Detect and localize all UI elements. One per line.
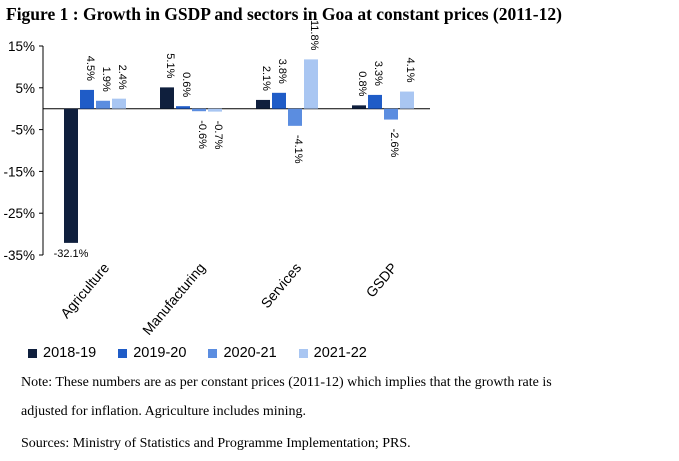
category-label-manufacturing: Manufacturing xyxy=(139,260,208,338)
data-label: 0.8% xyxy=(356,71,368,96)
legend-item-2021-22: 2021-22 xyxy=(298,345,367,361)
bar-2021-22-gsdp xyxy=(400,91,414,109)
legend-swatch xyxy=(298,348,308,358)
bar-2021-22-agriculture xyxy=(112,98,126,109)
bar-2018-19-services xyxy=(256,99,270,109)
sources-line: Sources: Ministry of Statistics and Prog… xyxy=(21,436,411,451)
data-label: 0.6% xyxy=(180,72,192,97)
data-label: -32.1% xyxy=(54,248,89,260)
y-tick-label: 5% xyxy=(15,81,35,96)
chart-legend: 2018-19 2019-20 2020-21 2021-22 xyxy=(28,345,367,361)
legend-swatch xyxy=(28,348,37,358)
data-label: 4.1% xyxy=(404,57,416,82)
bar-2020-21-manufacturing xyxy=(192,108,206,112)
category-label-gsdp: GSDP xyxy=(363,260,401,301)
bar-2019-20-gsdp xyxy=(368,94,382,109)
bar-2019-20-manufacturing xyxy=(176,106,190,109)
bar-2018-19-manufacturing xyxy=(160,87,174,109)
bar-2020-21-gsdp xyxy=(384,108,398,120)
data-label: -0.7% xyxy=(212,121,224,150)
data-label: 5.1% xyxy=(164,53,176,78)
legend-item-2018-19: 2018-19 xyxy=(28,345,96,361)
note-line-1: Note: These numbers are as per constant … xyxy=(21,375,552,390)
y-tick-label: -25% xyxy=(3,206,35,221)
data-label: 3.3% xyxy=(372,61,384,86)
bar-2020-21-services xyxy=(288,108,302,126)
bar-2018-19-agriculture xyxy=(64,108,78,243)
legend-label: 2018-19 xyxy=(43,345,97,361)
y-tick-label: -5% xyxy=(11,123,35,138)
legend-label: 2021-22 xyxy=(313,345,367,361)
data-label: -0.6% xyxy=(196,120,208,149)
y-tick-label: 15% xyxy=(8,39,35,54)
legend-item-2020-21: 2020-21 xyxy=(208,345,277,361)
bar-2021-22-manufacturing xyxy=(208,108,222,112)
bar-2020-21-agriculture xyxy=(96,100,110,109)
bar-2019-20-agriculture xyxy=(80,89,94,109)
bar-2018-19-gsdp xyxy=(352,105,366,109)
bar-2019-20-services xyxy=(272,92,286,109)
data-label: 3.8% xyxy=(276,59,288,84)
data-label: 2.4% xyxy=(116,65,128,90)
legend-swatch xyxy=(118,348,128,358)
legend-label: 2020-21 xyxy=(223,345,277,361)
data-label: 11.8% xyxy=(308,20,320,51)
data-label: 1.9% xyxy=(100,67,112,92)
data-label: 4.5% xyxy=(84,56,96,81)
category-label-agriculture: Agriculture xyxy=(57,259,112,321)
data-label: -2.6% xyxy=(388,129,400,158)
legend-swatch xyxy=(208,348,218,358)
legend-item-2019-20: 2019-20 xyxy=(118,345,186,361)
category-label-services: Services xyxy=(258,260,305,311)
figure-title: Figure 1 : Growth in GSDP and sectors in… xyxy=(6,4,562,24)
data-label: 2.1% xyxy=(260,66,272,91)
y-tick-label: -35% xyxy=(3,248,35,263)
bar-2021-22-services xyxy=(304,59,318,109)
legend-label: 2019-20 xyxy=(133,345,187,361)
note-line-2: adjusted for inflation. Agriculture incl… xyxy=(21,404,306,419)
data-label: -4.1% xyxy=(292,135,304,164)
y-tick-label: -15% xyxy=(3,164,35,179)
growth-bar-chart: 15% 5% -5% -15% -25% -35% -32.1% 4.5% 1.9% 2.4% Ag… xyxy=(3,20,430,338)
